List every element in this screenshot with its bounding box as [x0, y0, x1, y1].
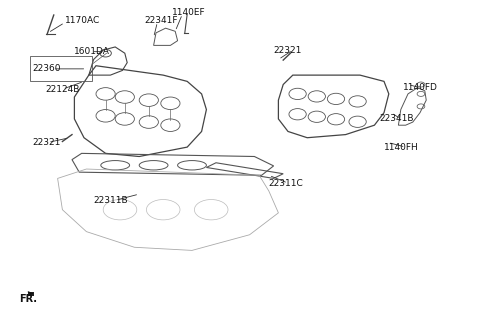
Text: 1601DA: 1601DA [74, 47, 110, 56]
Bar [28, 292, 34, 296]
Text: 22360: 22360 [33, 64, 61, 73]
Bar [30, 56, 92, 81]
Text: 22124B: 22124B [46, 85, 80, 94]
Text: 22321: 22321 [274, 46, 302, 54]
Text: 22311B: 22311B [94, 196, 128, 205]
Text: 1140EF: 1140EF [172, 8, 205, 17]
Text: 1140FD: 1140FD [403, 83, 438, 92]
Text: 1140FH: 1140FH [384, 143, 419, 151]
Text: 22321: 22321 [33, 138, 61, 147]
Text: 22341B: 22341B [379, 115, 414, 123]
Text: 22311C: 22311C [269, 179, 303, 187]
Text: 22341F: 22341F [144, 16, 178, 25]
Text: 1170AC: 1170AC [65, 16, 100, 25]
Text: FR.: FR. [19, 294, 37, 304]
